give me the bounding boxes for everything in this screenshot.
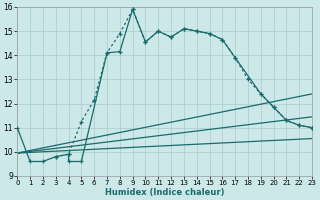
X-axis label: Humidex (Indice chaleur): Humidex (Indice chaleur) (105, 188, 224, 197)
